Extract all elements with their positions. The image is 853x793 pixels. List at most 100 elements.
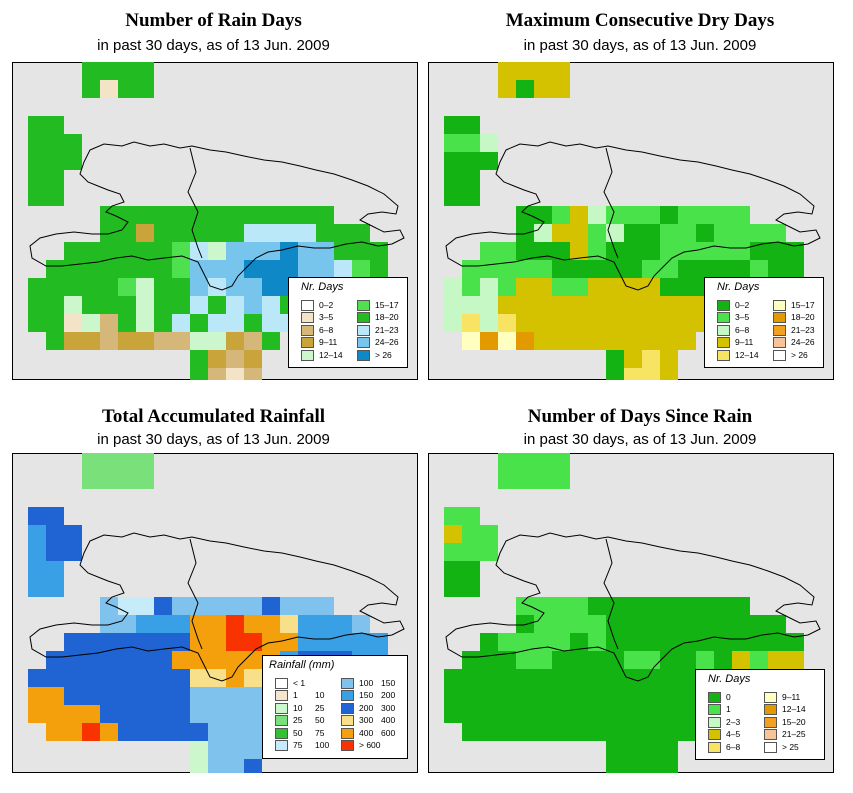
grid-cell bbox=[696, 260, 714, 278]
grid-cell bbox=[552, 206, 570, 224]
grid-cell bbox=[316, 633, 334, 651]
grid-cell bbox=[678, 669, 696, 687]
panel-rain-days: Number of Rain Days in past 30 days, as … bbox=[0, 0, 427, 392]
grid-cell bbox=[678, 597, 696, 615]
panel-title: Number of Days Since Rain bbox=[527, 406, 753, 427]
grid-cell bbox=[732, 597, 750, 615]
grid-cell bbox=[82, 687, 100, 705]
border-line bbox=[187, 147, 203, 259]
grid-cell bbox=[46, 705, 64, 723]
legend-label: 12–14 bbox=[319, 349, 343, 360]
grid-cell bbox=[462, 651, 480, 669]
grid-cell bbox=[624, 723, 642, 741]
grid-cell bbox=[624, 759, 642, 773]
legend-swatch bbox=[717, 324, 730, 336]
grid-cell bbox=[208, 651, 226, 669]
grid-cell bbox=[64, 296, 82, 314]
legend-swatch bbox=[708, 692, 721, 703]
legend-label: 3–5 bbox=[319, 312, 334, 323]
grid-cell bbox=[624, 224, 642, 242]
grid-cell bbox=[82, 633, 100, 651]
grid-cell bbox=[768, 633, 786, 651]
grid-cell bbox=[480, 296, 498, 314]
grid-cell bbox=[172, 723, 190, 741]
grid-cell bbox=[28, 170, 46, 188]
legend-swatch bbox=[764, 692, 777, 703]
grid-cell bbox=[64, 260, 82, 278]
grid-cell bbox=[28, 543, 46, 561]
grid-cell bbox=[244, 705, 262, 723]
grid-cell bbox=[64, 651, 82, 669]
grid-cell bbox=[28, 687, 46, 705]
grid-cell bbox=[244, 260, 262, 278]
grid-cell bbox=[642, 206, 660, 224]
legend-swatch bbox=[773, 349, 786, 361]
grid-cell bbox=[516, 224, 534, 242]
grid-cell bbox=[64, 525, 82, 543]
grid-cell bbox=[552, 651, 570, 669]
grid-cell bbox=[298, 597, 316, 615]
grid-cell bbox=[190, 705, 208, 723]
grid-cell bbox=[480, 332, 498, 350]
grid-cell bbox=[642, 278, 660, 296]
grid-cell bbox=[552, 332, 570, 350]
grid-cell bbox=[100, 62, 118, 80]
grid-cell bbox=[100, 242, 118, 260]
grid-cell bbox=[642, 260, 660, 278]
grid-cell bbox=[244, 741, 262, 759]
grid-cell bbox=[660, 669, 678, 687]
grid-cell bbox=[714, 224, 732, 242]
grid-cell bbox=[298, 615, 316, 633]
grid-cell bbox=[462, 296, 480, 314]
grid-cell bbox=[642, 296, 660, 314]
grid-cell bbox=[480, 705, 498, 723]
grid-cell bbox=[606, 687, 624, 705]
grid-cell bbox=[768, 224, 786, 242]
grid-cell bbox=[624, 651, 642, 669]
legend-swatch bbox=[341, 740, 354, 751]
grid-cell bbox=[64, 278, 82, 296]
grid-cell bbox=[118, 260, 136, 278]
grid-cell bbox=[606, 332, 624, 350]
grid-cell bbox=[498, 278, 516, 296]
grid-cell bbox=[100, 471, 118, 489]
grid-cell bbox=[516, 597, 534, 615]
grid-cell bbox=[28, 561, 46, 579]
legend: Nr. Days 0–2 3–5 6–8 9–11 12–14 15–17 18–20 21–… bbox=[704, 277, 824, 368]
grid-cell bbox=[136, 615, 154, 633]
grid-cell bbox=[678, 224, 696, 242]
legend-swatch bbox=[708, 704, 721, 716]
grid-cell bbox=[588, 687, 606, 705]
grid-cell bbox=[208, 687, 226, 705]
grid-cell bbox=[570, 687, 588, 705]
grid-cell bbox=[516, 651, 534, 669]
grid-cell bbox=[678, 633, 696, 651]
grid-cell bbox=[552, 224, 570, 242]
legend-swatch bbox=[773, 312, 786, 324]
grid-cell bbox=[588, 206, 606, 224]
grid-cell bbox=[190, 314, 208, 332]
grid-cell bbox=[118, 471, 136, 489]
grid-cell bbox=[46, 687, 64, 705]
grid-cell bbox=[498, 669, 516, 687]
grid-cell bbox=[316, 597, 334, 615]
grid-cell bbox=[660, 741, 678, 759]
grid-cell bbox=[100, 597, 118, 615]
grid-cell bbox=[444, 296, 462, 314]
grid-cell bbox=[136, 80, 154, 98]
grid-cell bbox=[352, 260, 370, 278]
grid-cell bbox=[642, 597, 660, 615]
grid-cell bbox=[28, 669, 46, 687]
grid-cell bbox=[136, 471, 154, 489]
grid-cell bbox=[480, 260, 498, 278]
grid-cell bbox=[498, 296, 516, 314]
grid-cell bbox=[678, 332, 696, 350]
grid-cell bbox=[262, 296, 280, 314]
grid-cell bbox=[498, 80, 516, 98]
panel-total-rainfall: Total Accumulated Rainfall in past 30 da… bbox=[0, 392, 427, 793]
grid-cell bbox=[208, 597, 226, 615]
grid-cell bbox=[244, 332, 262, 350]
grid-cell bbox=[154, 615, 172, 633]
grid-cell bbox=[208, 224, 226, 242]
grid-cell bbox=[136, 453, 154, 471]
